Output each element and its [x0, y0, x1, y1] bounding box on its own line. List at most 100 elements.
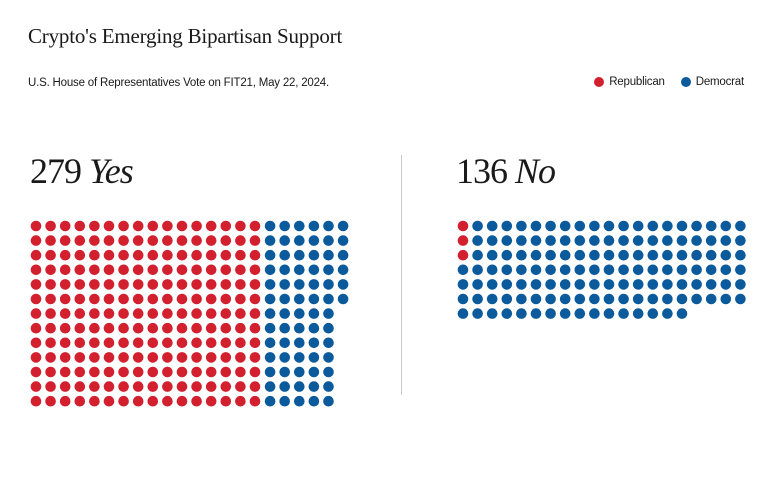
- no-democrat-dot: [559, 279, 571, 290]
- yes-republican-dot: [89, 264, 100, 276]
- no-democrat-dot: [589, 235, 600, 246]
- yes-democrat-dot: [323, 366, 334, 378]
- yes-democrat-dot: [264, 322, 276, 334]
- yes-democrat-dot: [264, 279, 276, 290]
- yes-republican-dot: [132, 337, 144, 349]
- yes-republican-dot: [30, 308, 42, 319]
- no-democrat-dot: [691, 279, 702, 290]
- yes-democrat-dot: [264, 337, 276, 349]
- yes-republican-dot: [147, 381, 159, 392]
- yes-republican-dot: [89, 322, 100, 334]
- no-democrat-dot: [559, 293, 571, 305]
- yes-republican-dot: [103, 249, 115, 261]
- yes-republican-dot: [235, 249, 246, 261]
- yes-republican-dot: [235, 235, 246, 246]
- no-democrat-dot: [501, 249, 513, 261]
- yes-republican-dot: [220, 352, 232, 363]
- no-democrat-dot: [516, 249, 527, 261]
- no-democrat-dot: [720, 249, 732, 261]
- yes-republican-dot: [220, 322, 232, 334]
- yes-waffle: [30, 220, 349, 407]
- yes-republican-dot: [191, 366, 202, 378]
- yes-republican-dot: [103, 366, 115, 378]
- yes-republican-dot: [220, 337, 232, 349]
- no-democrat-dot: [457, 279, 469, 290]
- yes-republican-dot: [89, 249, 100, 261]
- no-democrat-dot: [472, 279, 483, 290]
- no-democrat-dot: [501, 264, 513, 276]
- yes-democrat-dot: [294, 293, 305, 305]
- yes-democrat-dot: [323, 322, 334, 334]
- yes-democrat-dot: [308, 235, 320, 246]
- yes-republican-dot: [176, 352, 188, 363]
- no-democrat-dot: [516, 308, 527, 319]
- yes-democrat-dot: [294, 308, 305, 319]
- no-democrat-dot: [530, 293, 542, 305]
- yes-republican-dot: [45, 322, 56, 334]
- no-democrat-dot: [530, 235, 542, 246]
- yes-republican-dot: [45, 279, 56, 290]
- yes-republican-dot: [118, 337, 129, 349]
- yes-republican-dot: [74, 249, 86, 261]
- no-democrat-dot: [618, 264, 629, 276]
- yes-republican-dot: [205, 395, 217, 407]
- yes-republican-dot: [249, 337, 261, 349]
- no-democrat-dot: [691, 264, 702, 276]
- yes-republican-dot: [118, 249, 129, 261]
- yes-republican-dot: [191, 220, 202, 232]
- no-democrat-dot: [632, 293, 644, 305]
- yes-republican-dot: [74, 293, 86, 305]
- yes-republican-dot: [220, 220, 232, 232]
- yes-republican-dot: [162, 308, 173, 319]
- no-democrat-dot: [603, 249, 615, 261]
- no-democrat-dot: [662, 220, 673, 232]
- no-democrat-dot: [472, 249, 483, 261]
- yes-democrat-dot: [264, 235, 276, 246]
- yes-republican-dot: [30, 395, 42, 407]
- yes-republican-dot: [147, 293, 159, 305]
- no-democrat-dot: [559, 220, 571, 232]
- yes-republican-dot: [147, 249, 159, 261]
- no-democrat-dot: [662, 308, 673, 319]
- yes-republican-dot: [191, 279, 202, 290]
- yes-republican-dot: [176, 395, 188, 407]
- yes-democrat-dot: [337, 293, 349, 305]
- no-democrat-dot: [647, 279, 659, 290]
- yes-republican-dot: [235, 264, 246, 276]
- yes-republican-dot: [74, 381, 86, 392]
- no-democrat-dot: [589, 249, 600, 261]
- legend-item-republican: Republican: [594, 76, 665, 88]
- yes-republican-dot: [147, 220, 159, 232]
- no-democrat-dot: [632, 308, 644, 319]
- yes-democrat-dot: [323, 264, 334, 276]
- yes-total-label: 279 Yes: [30, 150, 134, 192]
- yes-democrat-dot: [279, 293, 291, 305]
- no-democrat-dot: [632, 249, 644, 261]
- yes-republican-dot: [118, 220, 129, 232]
- no-democrat-dot: [662, 264, 673, 276]
- yes-republican-dot: [45, 337, 56, 349]
- no-democrat-dot: [501, 279, 513, 290]
- yes-democrat-dot: [323, 395, 334, 407]
- yes-democrat-dot: [294, 264, 305, 276]
- yes-count: 279: [30, 151, 82, 191]
- yes-democrat-dot: [279, 235, 291, 246]
- yes-democrat-dot: [323, 293, 334, 305]
- yes-republican-dot: [74, 279, 86, 290]
- no-democrat-dot: [457, 264, 469, 276]
- no-democrat-dot: [618, 293, 629, 305]
- yes-republican-dot: [220, 366, 232, 378]
- no-democrat-dot: [735, 249, 746, 261]
- no-democrat-dot: [486, 235, 498, 246]
- yes-republican-dot: [191, 337, 202, 349]
- no-republican-dot: [457, 249, 469, 261]
- yes-democrat-dot: [264, 249, 276, 261]
- yes-democrat-dot: [308, 264, 320, 276]
- yes-republican-dot: [59, 235, 71, 246]
- yes-democrat-dot: [308, 249, 320, 261]
- yes-republican-dot: [89, 366, 100, 378]
- yes-democrat-dot: [279, 308, 291, 319]
- yes-republican-dot: [235, 395, 246, 407]
- yes-republican-dot: [235, 293, 246, 305]
- no-democrat-dot: [735, 293, 746, 305]
